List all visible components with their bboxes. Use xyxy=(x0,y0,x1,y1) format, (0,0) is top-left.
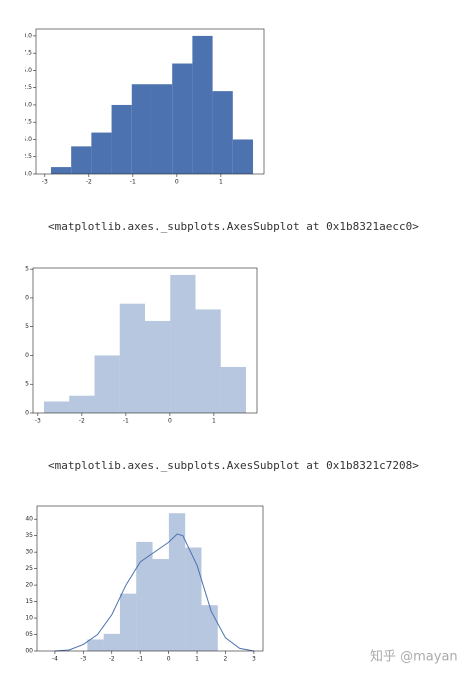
output-text: <matplotlib.axes._subplots.AxesSubplot a… xyxy=(48,220,419,233)
y-tick-label: 5 xyxy=(25,381,29,388)
y-tick-label: 10.0 xyxy=(19,101,33,108)
x-tick-label: 3 xyxy=(252,656,256,663)
bar xyxy=(50,167,72,174)
tick-labels: 0.0 2.5 5.0 7.5 10.0 12.5 15.0 17.5 20.0 -3 -2 -1 0 1… xyxy=(19,32,256,663)
y-tick-label: 0.05 xyxy=(20,631,34,638)
bar xyxy=(220,366,246,413)
x-tick-label: -3 xyxy=(42,179,48,186)
bar xyxy=(212,91,233,174)
y-tick-label: 20.0 xyxy=(19,32,33,39)
bar xyxy=(168,513,186,651)
x-tick-label: -4 xyxy=(52,656,58,663)
y-tick-label: 0.10 xyxy=(20,615,34,622)
bar xyxy=(152,559,169,651)
bar xyxy=(170,274,196,413)
kde-line xyxy=(54,533,254,652)
x-tick-label: -3 xyxy=(35,418,41,425)
bar xyxy=(151,84,173,174)
y-tick-label: 7.5 xyxy=(22,119,32,126)
y-tick-label: 0.30 xyxy=(20,549,34,556)
bar xyxy=(145,320,171,413)
axes-frame xyxy=(32,267,258,414)
bar xyxy=(192,35,213,175)
bar xyxy=(201,605,218,651)
x-tick-label: 1 xyxy=(212,418,216,425)
y-tick-label: 20 xyxy=(21,294,29,301)
axes-frame xyxy=(35,28,265,175)
y-tick-label: 5.0 xyxy=(22,136,32,143)
y-tick-label: 2.5 xyxy=(22,153,32,160)
bar xyxy=(185,547,202,651)
y-tick-label: 15 xyxy=(21,323,29,330)
bar xyxy=(119,593,137,651)
y-tick-label: 0.20 xyxy=(20,582,34,589)
x-tick-label: -2 xyxy=(109,656,115,663)
axes-frame xyxy=(36,505,264,652)
x-tick-label: -1 xyxy=(137,656,143,663)
output-text: <matplotlib.axes._subplots.AxesSubplot a… xyxy=(48,459,419,472)
bar xyxy=(71,146,92,174)
bar xyxy=(195,309,221,413)
x-tick-label: 1 xyxy=(219,179,223,186)
y-tick-label: 0 xyxy=(25,410,29,417)
bar xyxy=(232,139,253,174)
bar xyxy=(131,84,152,174)
x-tick-label: -2 xyxy=(79,418,85,425)
y-tick-label: 25 xyxy=(21,266,29,273)
bar xyxy=(119,303,145,413)
bar xyxy=(172,63,193,174)
x-tick-label: -2 xyxy=(86,179,92,186)
x-tick-label: -3 xyxy=(80,656,86,663)
x-tick-label: 0 xyxy=(167,656,171,663)
x-tick-label: 1 xyxy=(195,656,199,663)
x-tick-label: -1 xyxy=(123,418,129,425)
x-tick-label: 0 xyxy=(175,179,179,186)
bar xyxy=(103,633,120,651)
y-tick-label: 0.25 xyxy=(20,565,34,572)
bar xyxy=(87,639,104,651)
bar xyxy=(94,355,120,413)
y-tick-label: 0.40 xyxy=(20,516,34,523)
y-tick-label: 0.00 xyxy=(20,648,34,655)
x-tick-label: -1 xyxy=(130,179,136,186)
bar xyxy=(111,104,132,174)
bar xyxy=(44,401,70,413)
x-tick-label: 2 xyxy=(224,656,228,663)
y-tick-label: 15.0 xyxy=(19,67,33,74)
y-tick-label: 17.5 xyxy=(19,50,33,57)
y-tick-label: 12.5 xyxy=(19,84,33,91)
watermark: 知乎 @mayan xyxy=(370,649,458,665)
y-tick-label: 0.35 xyxy=(20,532,34,539)
bar xyxy=(91,132,112,174)
x-tick-label: 0 xyxy=(168,418,172,425)
bar xyxy=(136,541,153,651)
y-tick-label: 0.15 xyxy=(20,598,34,605)
y-tick-label: 10 xyxy=(21,352,29,359)
bar xyxy=(69,395,95,413)
y-tick-label: 0.0 xyxy=(22,171,32,178)
